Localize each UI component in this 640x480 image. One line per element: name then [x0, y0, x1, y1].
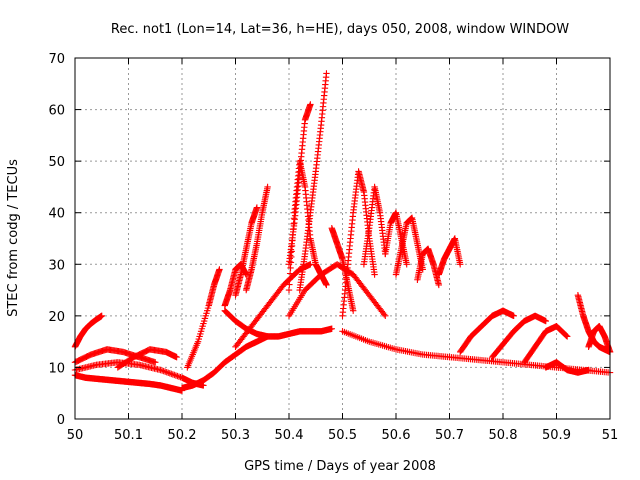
series-10	[232, 204, 261, 299]
y-tick-label: 0	[57, 413, 65, 428]
y-tick-label: 40	[48, 207, 65, 222]
data-point	[563, 332, 570, 339]
data-point	[216, 266, 223, 273]
axis-ticks: 50 50.1 50.2 50.3 50.4 50.5 50.6 50.7 50.8 50.9 51…	[48, 52, 618, 443]
x-tick-label: 50.2	[168, 428, 197, 443]
y-tick-label: 20	[48, 310, 65, 325]
data-point	[510, 312, 517, 320]
data-point	[165, 369, 172, 376]
data-point	[163, 369, 170, 376]
data-point	[285, 286, 293, 294]
data-point	[350, 307, 357, 314]
series-19	[360, 183, 389, 268]
data-point	[328, 325, 335, 332]
data-point	[157, 366, 164, 374]
series-12	[232, 261, 314, 350]
data-point	[158, 367, 166, 374]
y-tick-label: 60	[48, 104, 65, 119]
data-point	[307, 261, 314, 268]
data-point	[169, 371, 177, 378]
series-21	[392, 214, 426, 278]
series-27	[521, 322, 571, 366]
series-15	[296, 70, 330, 294]
series-11	[243, 183, 271, 294]
data-point	[287, 264, 294, 272]
data-point	[307, 101, 314, 108]
data-point	[286, 270, 294, 277]
grid-lines	[75, 58, 610, 419]
data-point	[168, 370, 175, 378]
data-point	[166, 370, 173, 377]
x-axis-label: GPS time / Days of year 2008	[244, 459, 436, 474]
data-point	[380, 311, 388, 318]
data-point	[98, 312, 105, 320]
data-point	[253, 204, 261, 211]
x-tick-label: 50.4	[275, 428, 304, 443]
data-point	[243, 271, 250, 278]
data-point	[323, 70, 330, 77]
data-point	[173, 353, 180, 361]
data-point	[172, 372, 180, 379]
series-25	[457, 307, 517, 356]
x-tick-label: 50	[67, 428, 84, 443]
series-4	[71, 359, 207, 389]
data-point	[403, 261, 410, 268]
series-20	[382, 209, 410, 268]
x-tick-label: 50.1	[114, 428, 143, 443]
data-point	[264, 183, 271, 191]
series-23	[435, 235, 464, 278]
data-point	[562, 331, 569, 339]
chart-title: Rec. not1 (Lon=14, Lat=36, h=HE), days 0…	[111, 22, 569, 37]
series-22	[414, 245, 442, 289]
x-tick-label: 50.3	[221, 428, 250, 443]
data-point	[435, 281, 442, 289]
x-tick-label: 50.8	[489, 428, 518, 443]
x-tick-label: 50.5	[328, 428, 357, 443]
x-tick-label: 50.6	[382, 428, 411, 443]
data-point	[286, 275, 293, 283]
x-tick-label: 50.7	[435, 428, 464, 443]
series-7	[184, 266, 223, 371]
data-point	[286, 281, 293, 288]
y-axis-label: STEC from codg / TECUs	[6, 159, 21, 317]
data-point	[564, 333, 571, 340]
data-point	[171, 371, 178, 379]
series-5	[114, 346, 180, 371]
series-2	[71, 312, 105, 350]
x-tick-label: 50.9	[542, 428, 571, 443]
data-point	[161, 368, 169, 375]
data-point	[382, 312, 389, 320]
data-point	[160, 367, 167, 375]
data-point	[152, 359, 159, 366]
series-30	[585, 322, 614, 356]
series-14	[285, 101, 314, 268]
y-tick-label: 50	[48, 155, 65, 170]
y-tick-label: 70	[48, 52, 65, 67]
series-26	[489, 312, 549, 361]
series-8	[221, 307, 335, 340]
data-points	[71, 70, 614, 394]
data-point	[175, 373, 183, 380]
data-point	[371, 271, 378, 278]
x-tick-label: 51	[602, 428, 619, 443]
data-point	[174, 372, 181, 380]
series-24	[339, 328, 614, 376]
series-28	[542, 359, 592, 376]
data-point	[542, 317, 549, 325]
data-point	[585, 366, 592, 374]
data-point	[323, 281, 330, 289]
y-tick-label: 30	[48, 258, 65, 273]
data-point	[288, 253, 295, 261]
y-tick-label: 10	[48, 361, 65, 376]
data-point	[457, 261, 464, 268]
